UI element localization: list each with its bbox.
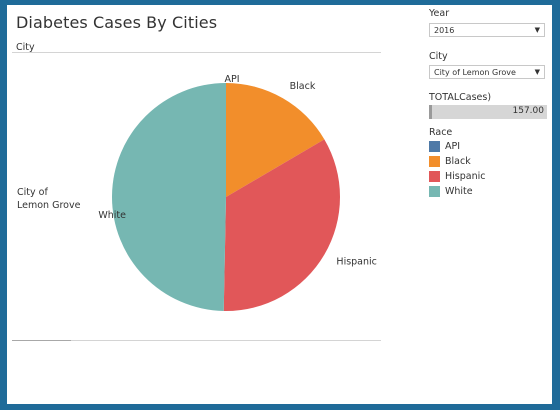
- pie-label-api: API: [224, 74, 239, 85]
- total-cases-slider[interactable]: 157.00: [429, 105, 547, 119]
- pie-label-white: White: [98, 210, 126, 221]
- legend-item-white[interactable]: White: [429, 186, 473, 198]
- legend-item-hispanic[interactable]: Hispanic: [429, 171, 485, 183]
- legend-label-api: API: [445, 141, 461, 152]
- legend-swatch-white: [429, 186, 440, 197]
- dashboard-frame: Diabetes Cases By Cities City City of Le…: [7, 5, 552, 404]
- scrollbar-thumb[interactable]: [12, 340, 71, 341]
- total-cases-filter: TOTALCases) 157.00: [429, 92, 547, 119]
- total-cases-label: TOTALCases): [429, 92, 492, 103]
- legend-swatch-api: [429, 141, 440, 152]
- race-legend-title: Race: [429, 127, 453, 138]
- city-dropdown-value: City of Lemon Grove: [434, 68, 516, 77]
- total-cases-value: 157.00: [512, 106, 545, 116]
- pie-chart: API Black Hispanic White: [98, 74, 377, 311]
- city-filter-label: City: [429, 51, 448, 62]
- pie-label-hispanic: Hispanic: [336, 257, 376, 268]
- legend-swatch-black: [429, 156, 440, 167]
- chart-title: Diabetes Cases By Cities: [16, 13, 218, 32]
- year-dropdown-value: 2016: [434, 26, 455, 35]
- pie-slices: [112, 83, 341, 311]
- year-filter-label: Year: [429, 8, 450, 19]
- slider-handle[interactable]: [429, 105, 432, 119]
- race-legend: Race API Black Hispanic White: [429, 127, 547, 197]
- city-filter: City City of Lemon Grove ▼: [429, 51, 547, 79]
- legend-swatch-hispanic: [429, 171, 440, 182]
- pie-slice-hispanic[interactable]: [223, 139, 341, 311]
- bottom-divider: [12, 340, 381, 341]
- city-dropdown[interactable]: City of Lemon Grove ▼: [429, 65, 545, 79]
- chevron-down-icon: ▼: [534, 26, 540, 34]
- year-dropdown[interactable]: 2016 ▼: [429, 23, 545, 37]
- pie-slice-black[interactable]: [226, 83, 325, 197]
- legend-label-hispanic: Hispanic: [445, 171, 486, 182]
- legend-label-black: Black: [445, 156, 471, 167]
- column-header-city: City: [16, 42, 35, 53]
- legend-item-black[interactable]: Black: [429, 156, 471, 168]
- chevron-down-icon: ▼: [534, 68, 540, 76]
- row-label-line-2: Lemon Grove: [17, 200, 81, 211]
- legend-label-white: White: [445, 186, 473, 197]
- header-divider: [12, 52, 381, 53]
- row-label-city: City of Lemon Grove: [17, 186, 80, 212]
- pie-slice-white[interactable]: [112, 83, 226, 311]
- pie-label-black: Black: [290, 81, 316, 92]
- legend-item-api[interactable]: API: [429, 141, 460, 153]
- pie-labels: API Black Hispanic White: [98, 74, 377, 268]
- row-label-line-1: City of: [17, 187, 48, 198]
- year-filter: Year 2016 ▼: [429, 8, 547, 37]
